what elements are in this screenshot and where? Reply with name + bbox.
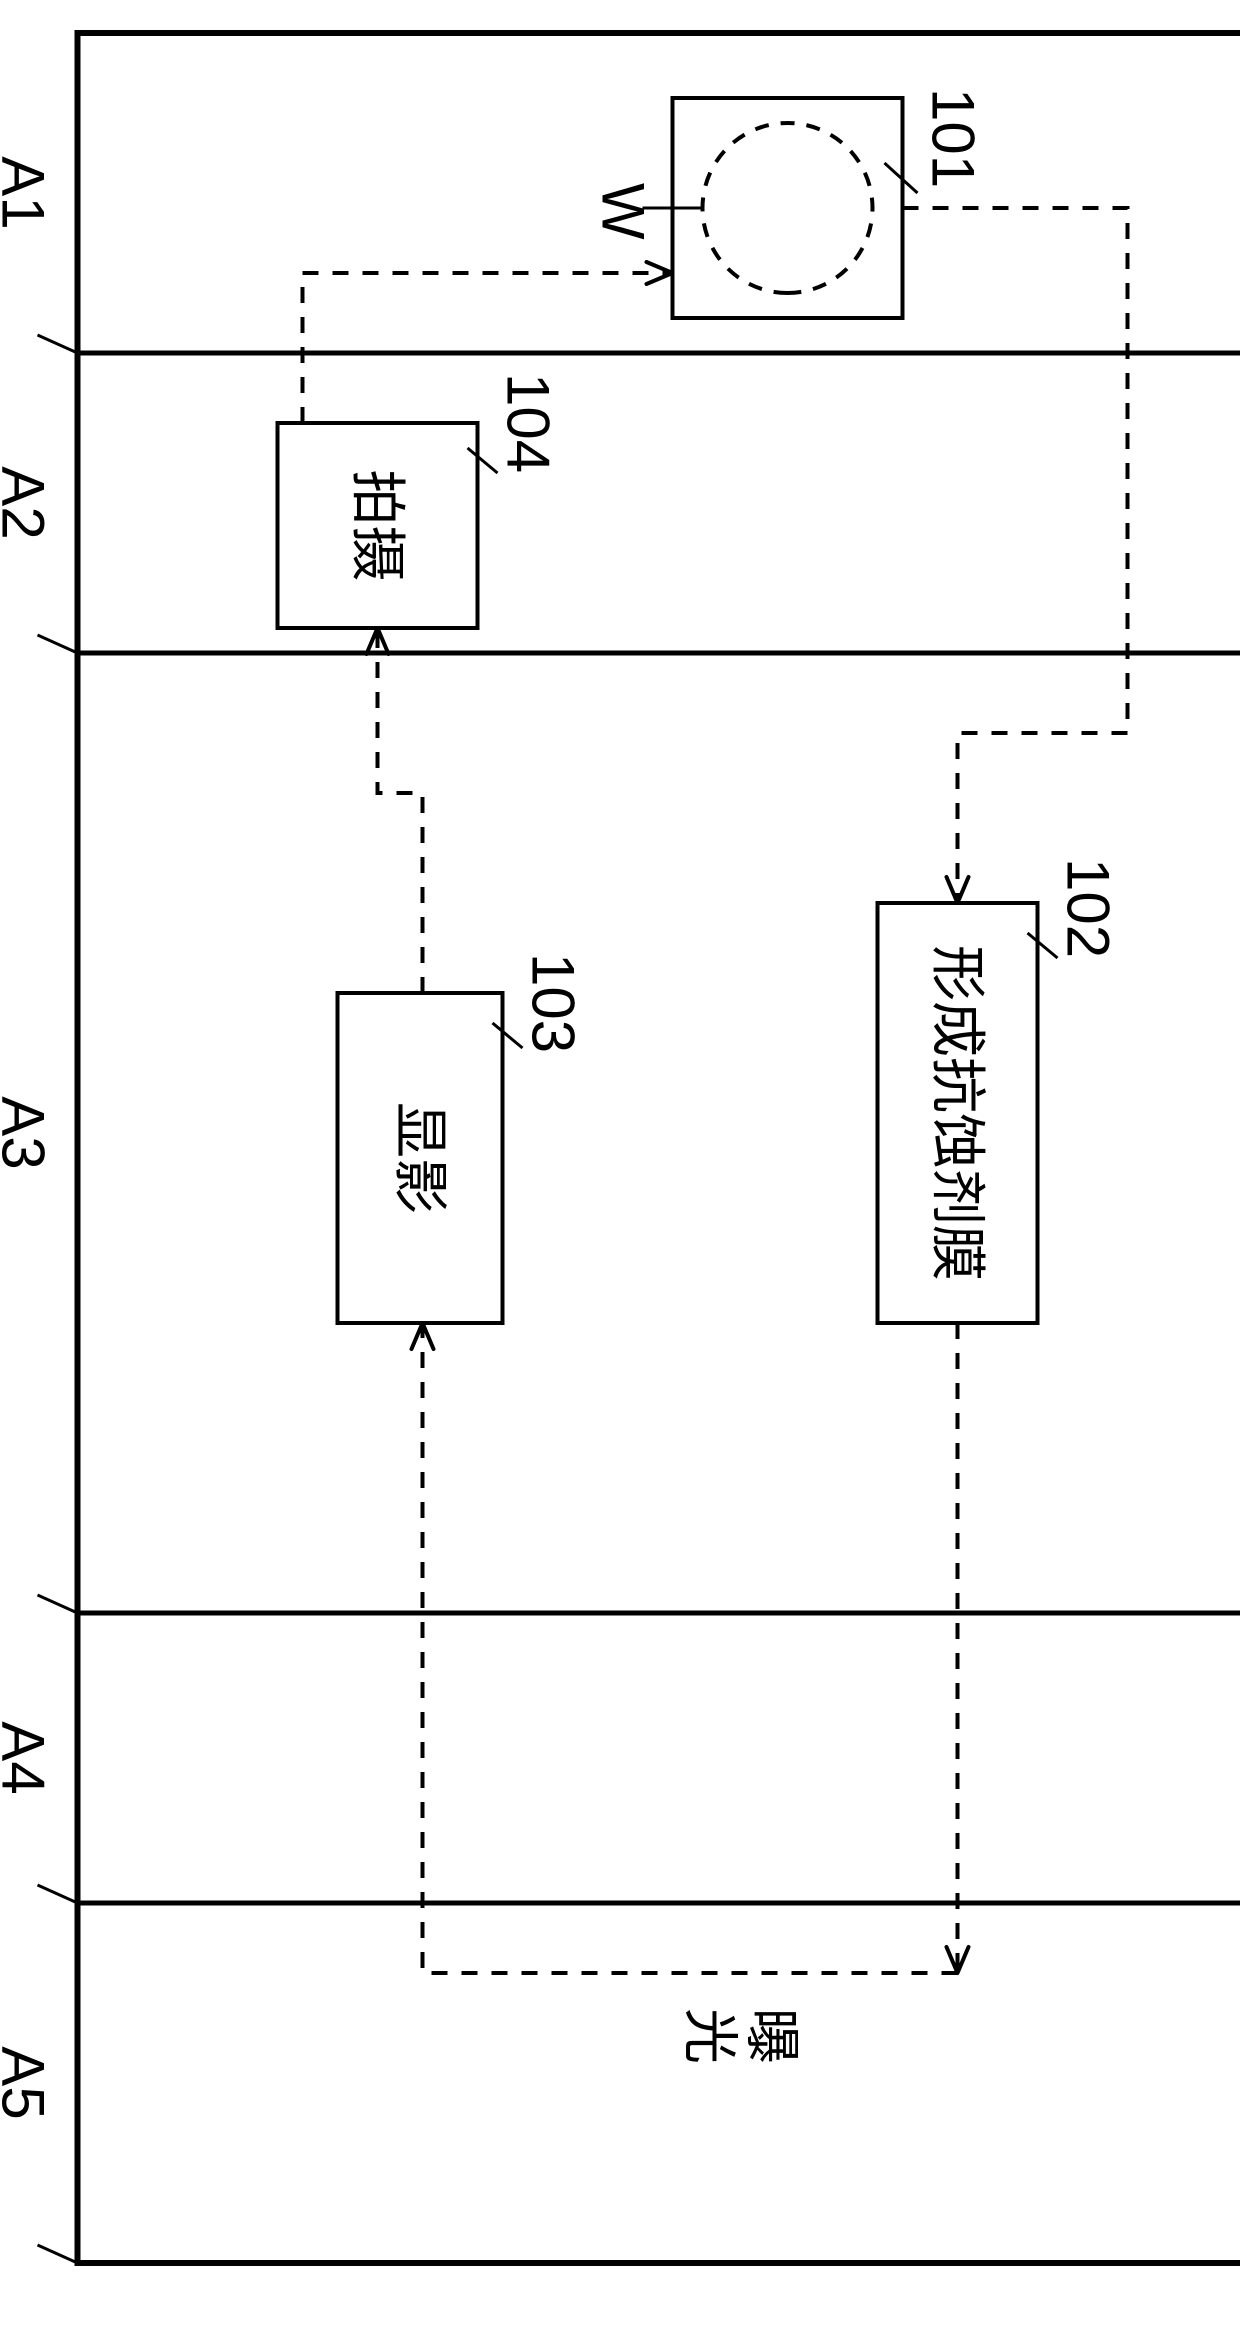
node-104-text: 拍摄 bbox=[346, 470, 409, 582]
flow-arrow-head bbox=[947, 877, 969, 903]
node-102-text: 形成抗蚀剂膜 bbox=[926, 945, 989, 1281]
flow-arrow-head bbox=[647, 262, 673, 284]
svg-text:曝: 曝 bbox=[741, 2008, 804, 2064]
zone-leader bbox=[38, 2245, 78, 2263]
node-104-label: 104 bbox=[495, 373, 562, 473]
node-101-label: 101 bbox=[920, 88, 987, 188]
flow-arrow bbox=[423, 1323, 958, 1973]
diagram-stage: A1 A2 A3 A4 A5 101 W 形成抗蚀剂膜 102 显影 103 拍摄 104 曝光 bbox=[0, 23, 1240, 2313]
flow-arrow bbox=[903, 208, 1128, 903]
diagram-svg: A1 A2 A3 A4 A5 101 W 形成抗蚀剂膜 102 显影 103 拍摄 104 曝光 bbox=[0, 23, 1240, 2313]
wafer-label: W bbox=[590, 183, 657, 240]
node-103-text: 显影 bbox=[389, 1102, 452, 1214]
node-103-label: 103 bbox=[520, 953, 587, 1053]
node-102-label: 102 bbox=[1055, 858, 1122, 958]
zone-label-A2: A2 bbox=[0, 466, 57, 539]
zone-leader bbox=[38, 1595, 78, 1613]
exposure-label: 曝光 bbox=[679, 2008, 804, 2064]
zone-label-A5: A5 bbox=[0, 2046, 57, 2119]
flow-arrow bbox=[378, 628, 423, 993]
outer-frame bbox=[78, 33, 1240, 2263]
zone-label-A4: A4 bbox=[0, 1721, 57, 1794]
svg-text:光: 光 bbox=[679, 2008, 742, 2064]
zone-leader bbox=[38, 1885, 78, 1903]
zone-leader bbox=[38, 335, 78, 353]
node-101-box bbox=[673, 98, 903, 318]
zone-label-A1: A1 bbox=[0, 156, 57, 229]
flow-arrow bbox=[303, 273, 673, 423]
zone-leader bbox=[38, 635, 78, 653]
zone-label-A3: A3 bbox=[0, 1096, 57, 1169]
